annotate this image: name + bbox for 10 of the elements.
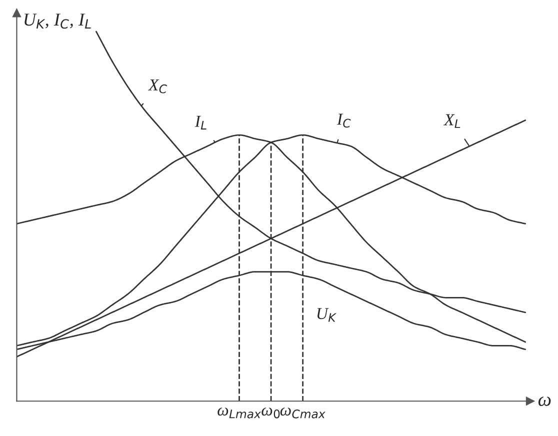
x-tick-label: ω$_{0}$ xyxy=(262,408,280,418)
series-label: I$_{C}$ xyxy=(336,114,351,128)
series-label: I$_{L}$ xyxy=(194,116,206,130)
series-label: U$_{K}$ xyxy=(317,308,337,322)
x-axis-title: ω xyxy=(538,396,551,406)
series-label: X$_{L}$ xyxy=(444,114,460,128)
x-tick-label: ω$_{Cmax}$ xyxy=(280,408,326,418)
series-label: X$_{C}$ xyxy=(148,79,167,94)
y-axis-title: U$_{K}$, I$_{C}$, I$_{L}$ xyxy=(24,14,91,29)
x-tick-label: ω$_{Lmax}$ xyxy=(218,408,262,418)
